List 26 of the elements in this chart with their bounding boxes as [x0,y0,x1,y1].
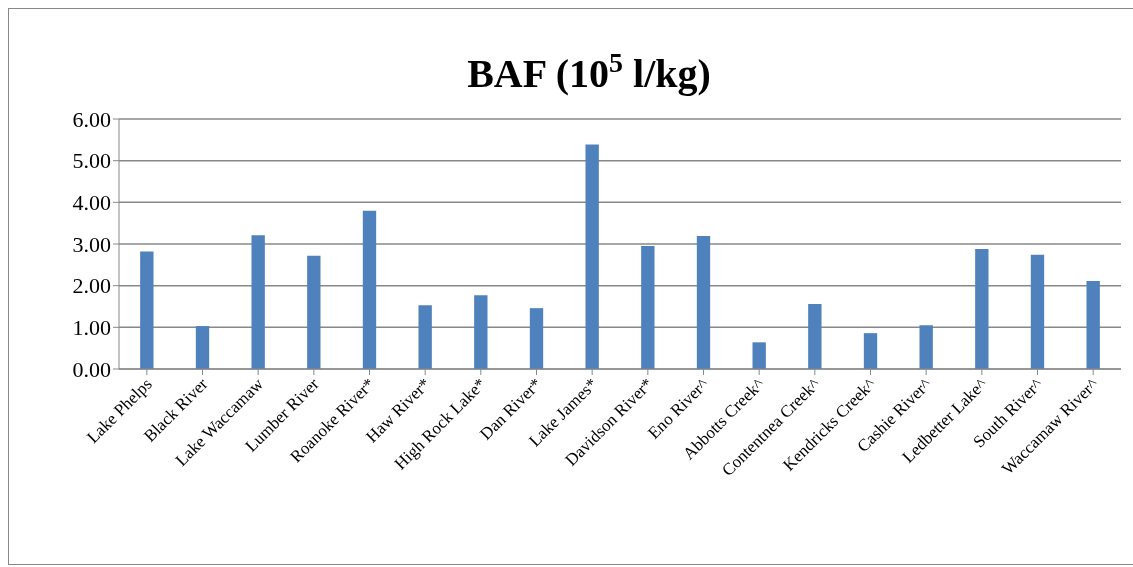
bar [474,295,488,369]
bar [863,333,878,369]
y-tick-label: 1.00 [72,315,111,341]
bar [585,144,599,369]
bar [696,236,711,369]
y-tick-label: 6.00 [72,106,111,132]
y-tick-label: 4.00 [72,190,111,216]
y-tick-label: 2.00 [72,273,111,299]
y-tick-label: 3.00 [72,231,111,257]
bar [975,249,989,369]
chart-title: BAF (10$^{5}$ l/kg) [467,46,711,96]
bar [808,304,822,369]
bar [1030,254,1045,369]
bar [307,255,321,369]
bar [919,325,933,369]
y-tick-label: 0.00 [72,356,111,382]
bar [529,308,544,369]
bar [1086,281,1100,369]
bar [641,246,655,369]
bar [251,235,265,369]
bar [362,210,377,369]
bar [752,342,766,369]
bar [195,326,210,369]
y-tick-label: 5.00 [72,148,111,174]
bar [418,305,432,369]
bar [140,251,154,369]
